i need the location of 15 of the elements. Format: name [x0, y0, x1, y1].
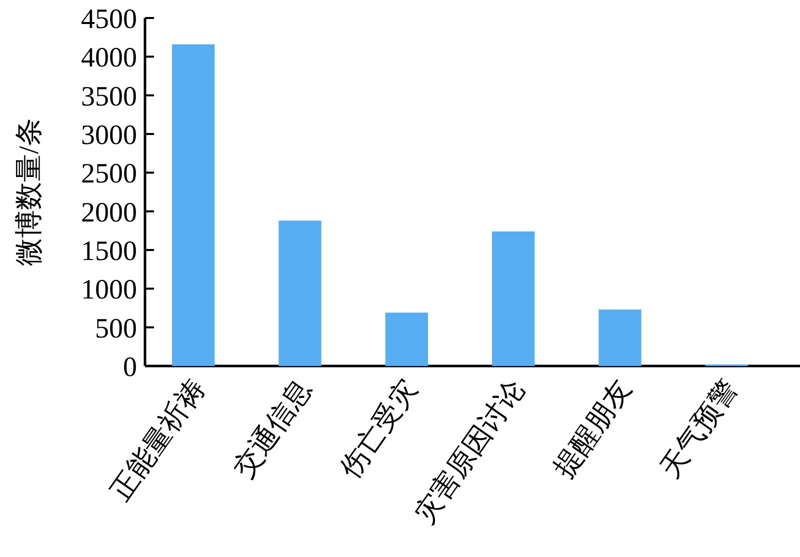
y-tick-label: 0	[123, 352, 137, 383]
x-tick-label: 交通信息	[228, 374, 318, 484]
x-tick-label: 提醒朋友	[548, 374, 638, 484]
y-axis-title: 微博数量/条	[14, 118, 45, 266]
y-tick-label: 2500	[81, 158, 137, 190]
y-tick-label: 500	[95, 313, 137, 344]
y-tick-label: 3000	[81, 120, 137, 151]
y-tick-label: 3500	[81, 81, 137, 112]
y-tick-label: 1500	[81, 236, 137, 267]
y-tick-label: 4500	[81, 4, 137, 35]
x-tick-label: 伤亡受灾	[334, 374, 424, 484]
y-tick-label: 1000	[81, 274, 137, 306]
y-tick-label: 4000	[81, 42, 137, 74]
y-tick-label: 2000	[81, 197, 137, 228]
x-tick-label: 天气预警	[654, 374, 744, 484]
